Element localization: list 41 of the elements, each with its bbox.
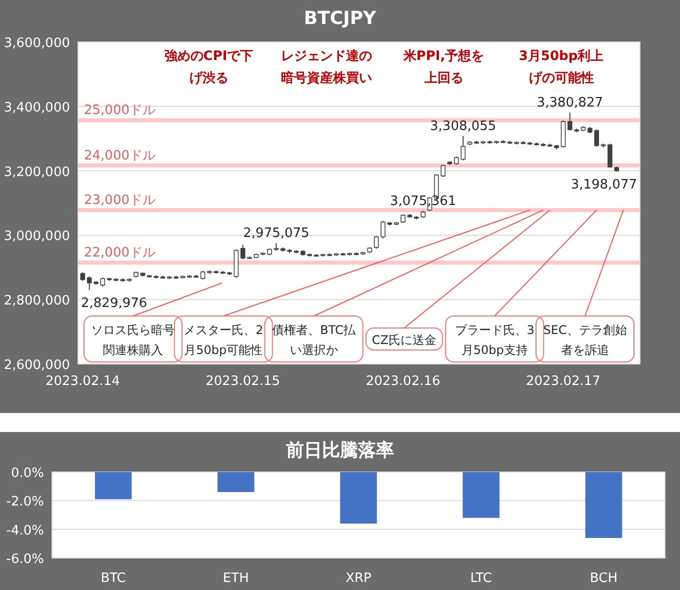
- x-tick-label: 2023.02.17: [526, 374, 600, 389]
- annotation: 3月50bp利上げの可能性: [518, 48, 604, 86]
- chart-title: BTCJPY: [304, 8, 378, 29]
- candlestick: [100, 277, 106, 288]
- annotation: レジェンド達の暗号資産株買い: [280, 49, 372, 86]
- annotation: 3,380,827: [536, 96, 604, 111]
- y-tick-label: 0.0%: [10, 466, 44, 481]
- x-tick-label: BCH: [590, 571, 618, 586]
- annotation: メスター氏、2月50bp可能性: [184, 323, 264, 357]
- y-tick-label: -6.0%: [6, 552, 44, 567]
- ref-line-label: 23,000ドル: [84, 193, 156, 208]
- x-tick-label: 2023.02.15: [206, 374, 280, 389]
- ref-line-label: 25,000ドル: [84, 103, 156, 118]
- annotation: 強めのCPIで下げ渋る: [164, 48, 254, 86]
- x-tick-label: 2023.02.14: [45, 374, 120, 389]
- candlestick: [86, 276, 92, 290]
- x-tick-label: LTC: [470, 571, 492, 586]
- annotation: 2,829,976: [81, 296, 148, 311]
- ref-line-label: 24,000ドル: [84, 148, 156, 164]
- y-tick-label: 2,800,000: [4, 294, 70, 309]
- y-tick-label: 2,600,000: [4, 358, 70, 373]
- annotation: 3,308,055: [430, 119, 496, 134]
- annotation: 3,198,077: [570, 177, 637, 192]
- y-tick-label: -4.0%: [6, 523, 44, 538]
- annotation: CZ氏に送金: [372, 333, 437, 347]
- y-tick-label: -2.0%: [6, 494, 44, 510]
- y-tick-label: 3,000,000: [4, 229, 70, 244]
- annotation: 2,975,075: [243, 226, 310, 242]
- y-tick-label: 3,400,000: [4, 100, 70, 116]
- y-tick-label: 3,600,000: [4, 36, 70, 51]
- annotation: 米PPI,予想を上回る: [402, 48, 484, 86]
- x-tick-label: XRP: [346, 571, 372, 586]
- annotation: ブラード氏、3月50bp支持: [454, 323, 534, 357]
- x-tick-label: ETH: [222, 571, 249, 586]
- y-tick-label: 3,200,000: [4, 164, 70, 180]
- x-tick-label: 2023.02.16: [366, 374, 440, 389]
- annotation: SEC、テラ創始者を訴追: [543, 323, 627, 357]
- x-tick-label: BTC: [100, 571, 126, 586]
- annotation: ソロス氏ら暗号関連株購入: [91, 323, 175, 357]
- chart-title: 前日比騰落率: [285, 440, 394, 461]
- ref-line-label: 22,000ドル: [84, 246, 156, 261]
